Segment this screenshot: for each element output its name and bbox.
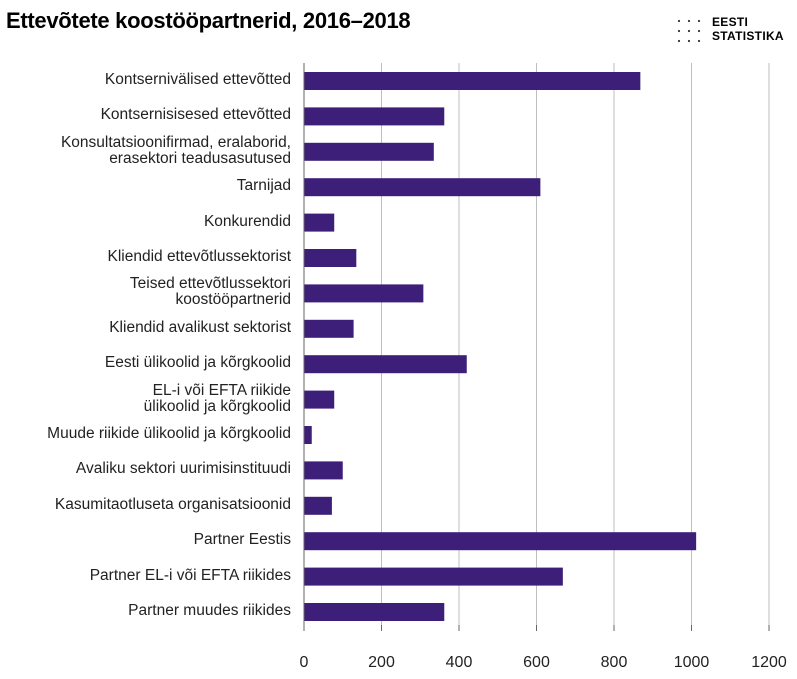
category-label-15: Partner muudes riikides <box>128 602 291 619</box>
x-tick-label-1200: 1200 <box>751 654 787 671</box>
category-label-10: Muude riikide ülikoolid ja kõrgkoolid <box>47 425 291 442</box>
category-label-12: Kasumitaotluseta organisatsioonid <box>54 495 291 513</box>
bar-9 <box>304 390 335 409</box>
category-label-13: Partner Eestis <box>193 531 291 549</box>
bar-0 <box>304 72 641 90</box>
bar-1 <box>304 107 445 126</box>
x-tick-label-400: 400 <box>446 654 473 671</box>
bar-7 <box>304 319 354 338</box>
x-tick-label-800: 800 <box>601 654 628 671</box>
x-tick-label-1000: 1000 <box>674 654 710 671</box>
category-label-7: Kliendid avalikust sektorist <box>109 318 291 336</box>
bar-3 <box>304 178 541 197</box>
category-label-8: Eesti ülikoolid ja kõrgkoolid <box>104 354 291 372</box>
logo-text: EESTI STATISTIKA <box>712 15 784 43</box>
bar-8 <box>304 355 467 374</box>
bar-5 <box>304 249 357 267</box>
category-label-2: Konsultatsioonifirmad, eralaborid, erasek… <box>60 133 291 167</box>
x-tick-label-200: 200 <box>368 654 395 671</box>
category-label-1: Kontsernisisesed ettevõtted <box>100 106 291 124</box>
logo-line-2: STATISTIKA <box>712 29 784 43</box>
category-label-5: Kliendid ettevõtlussektorist <box>107 248 291 265</box>
category-label-9: EL-i või EFTA riikide ülikoolid ja kõrgko… <box>143 381 291 415</box>
bar-2 <box>304 142 434 161</box>
category-label-6: Teised ettevõtlussektori koostööpartnerid <box>129 275 291 309</box>
category-label-4: Konkurendid <box>203 212 291 230</box>
category-label-11: Avaliku sektori uurimisinstituudi <box>75 460 291 478</box>
category-label-14: Partner EL-i või EFTA riikides <box>89 566 291 584</box>
category-label-3: Tarnijad <box>236 177 291 195</box>
bar-4 <box>304 213 335 232</box>
x-tick-label-0: 0 <box>300 654 309 671</box>
logo-dots-icon <box>677 19 701 43</box>
bar-10 <box>304 426 312 444</box>
logo-line-1: EESTI <box>712 15 749 29</box>
bar-14 <box>304 567 563 586</box>
bar-11 <box>304 461 343 480</box>
bar-13 <box>304 532 697 551</box>
bar-12 <box>304 496 332 515</box>
eesti-statistika-logo: EESTI STATISTIKA <box>676 15 791 49</box>
bar-6 <box>304 284 424 303</box>
chart-title: Ettevõtete koostööpartnerid, 2016–2018 <box>6 8 411 33</box>
x-tick-label-600: 600 <box>523 654 550 671</box>
category-label-0: Kontsernivälised ettevõtted <box>104 71 291 88</box>
bar-15 <box>304 603 445 621</box>
